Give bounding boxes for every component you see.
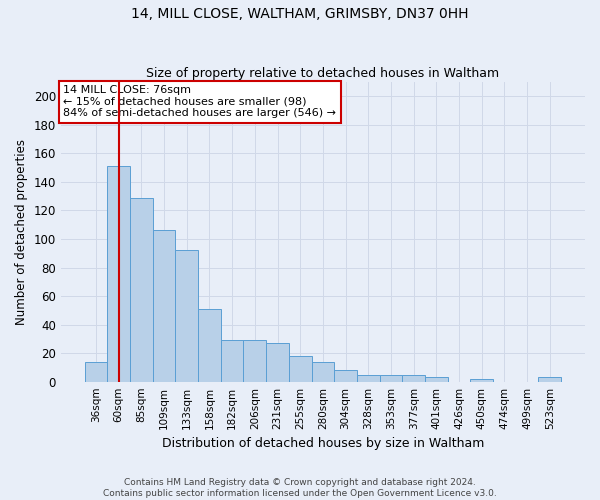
Bar: [357, 374, 380, 382]
Bar: [107, 166, 130, 382]
Bar: [221, 340, 244, 382]
Bar: [198, 309, 221, 382]
X-axis label: Distribution of detached houses by size in Waltham: Distribution of detached houses by size …: [162, 437, 484, 450]
Y-axis label: Number of detached properties: Number of detached properties: [15, 139, 28, 325]
Bar: [289, 356, 311, 382]
Text: 14 MILL CLOSE: 76sqm
← 15% of detached houses are smaller (98)
84% of semi-detac: 14 MILL CLOSE: 76sqm ← 15% of detached h…: [64, 85, 337, 118]
Bar: [130, 198, 152, 382]
Title: Size of property relative to detached houses in Waltham: Size of property relative to detached ho…: [146, 66, 499, 80]
Bar: [403, 374, 425, 382]
Bar: [266, 343, 289, 382]
Bar: [175, 250, 198, 382]
Text: 14, MILL CLOSE, WALTHAM, GRIMSBY, DN37 0HH: 14, MILL CLOSE, WALTHAM, GRIMSBY, DN37 0…: [131, 8, 469, 22]
Bar: [470, 379, 493, 382]
Bar: [538, 378, 561, 382]
Bar: [85, 362, 107, 382]
Bar: [311, 362, 334, 382]
Bar: [244, 340, 266, 382]
Bar: [425, 378, 448, 382]
Bar: [152, 230, 175, 382]
Bar: [334, 370, 357, 382]
Bar: [380, 374, 403, 382]
Text: Contains HM Land Registry data © Crown copyright and database right 2024.
Contai: Contains HM Land Registry data © Crown c…: [103, 478, 497, 498]
